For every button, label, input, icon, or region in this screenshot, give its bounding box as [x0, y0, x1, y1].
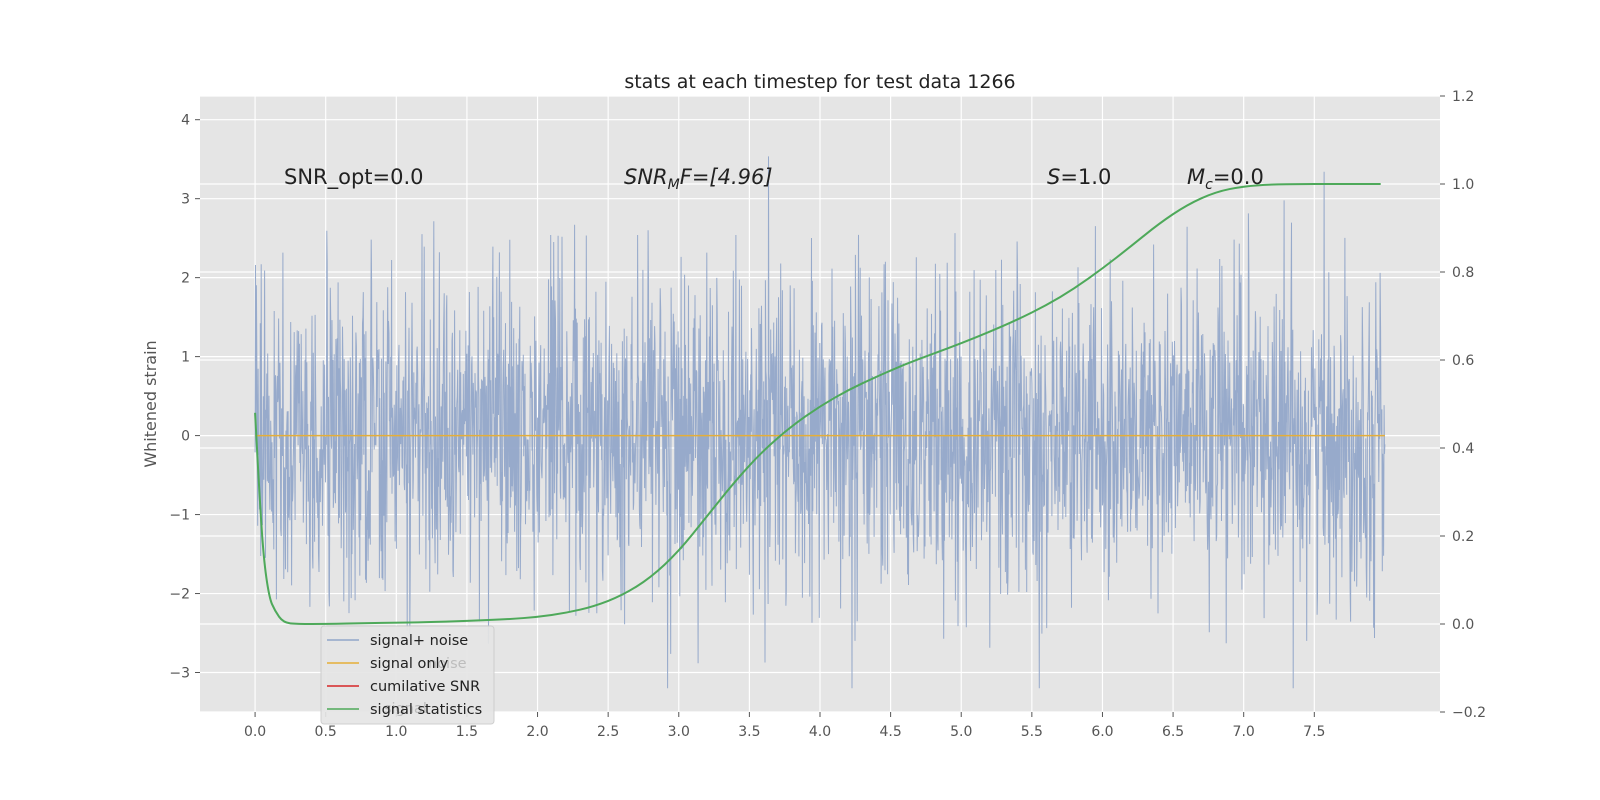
legend: noise signal signal+ noise signal only c…: [320, 625, 495, 725]
x-tick-label: 0.0: [244, 724, 266, 740]
annotation-s-symbol: S: [1047, 165, 1060, 189]
y-tick-label-left: 0: [181, 429, 190, 445]
legend-ghost-noise: noise: [428, 656, 467, 672]
x-tick-label: 3.0: [668, 724, 690, 740]
y-tick-label-left: 4: [181, 113, 190, 129]
y-tick-label-left: −1: [169, 508, 190, 524]
x-tick-label: 4.0: [809, 724, 831, 740]
y-axis-right: −0.2 0.0 0.2 0.4 0.6 0.8 1.0 1.2: [1440, 89, 1486, 721]
series-signal-statistics: [254, 183, 1381, 626]
x-tick-label: 3.5: [738, 724, 760, 740]
y-tick-label-right: 0.2: [1452, 529, 1474, 545]
x-tick-label: 7.5: [1303, 724, 1325, 740]
x-tick-label: 5.0: [950, 724, 972, 740]
annotation-mc-sub: c: [1205, 177, 1213, 193]
y-tick-label-right: 1.2: [1452, 89, 1474, 105]
y-tick-label-right: 0.4: [1452, 441, 1474, 457]
annotation-mc-main: M: [1187, 165, 1205, 189]
legend-label-signal-statistics: signal statistics: [370, 702, 482, 718]
annotation-mc-value: =0.0: [1213, 165, 1264, 189]
x-tick-label: 2.5: [597, 724, 619, 740]
x-tick-label: 2.0: [526, 724, 548, 740]
annotation-snr-opt: SNR_opt=0.0: [284, 165, 424, 190]
signal-statistics-line: [254, 183, 1381, 626]
annotation-snr-mf-rest: F=[4.96]: [680, 165, 773, 189]
x-tick-label: 5.5: [1021, 724, 1043, 740]
y-tick-label-right: −0.2: [1452, 705, 1486, 721]
legend-box: [320, 625, 495, 725]
y-tick-label-right: 0.0: [1452, 617, 1474, 633]
x-tick-label: 1.0: [385, 724, 407, 740]
legend-ghost-signal: signal: [384, 701, 427, 717]
legend-label-signal-noise: signal+ noise: [370, 633, 468, 649]
x-tick-label: 0.5: [315, 724, 337, 740]
y-axis-label: Whitened strain: [141, 340, 160, 467]
annotation-snr-mf-sub: M: [668, 177, 680, 193]
y-tick-label-left: −2: [169, 587, 190, 603]
signal-noise-line: [254, 156, 1386, 689]
legend-label-cumulative-snr: cumilative SNR: [370, 679, 480, 695]
y-tick-label-left: 2: [181, 271, 190, 287]
y-tick-label-right: 0.6: [1452, 353, 1474, 369]
series-signal-noise: [254, 156, 1386, 689]
annotation-s-value: =1.0: [1060, 165, 1111, 189]
y-tick-label-left: −3: [169, 666, 190, 682]
y-tick-label-right: 0.8: [1452, 265, 1474, 281]
annotation-snr-mf-main: SNR: [624, 165, 668, 189]
annotation-s: S=1.0: [1047, 165, 1111, 189]
y-tick-label-left: 3: [181, 192, 190, 208]
x-tick-label: 6.0: [1091, 724, 1113, 740]
legend-label-signal-only: signal only: [370, 656, 449, 672]
y-tick-label-left: 1: [181, 350, 190, 366]
x-tick-label: 4.5: [879, 724, 901, 740]
annotation-mc: Mc=0.0: [1187, 165, 1264, 193]
annotation-snr-mf: SNRMF=[4.96]: [624, 165, 773, 193]
x-tick-label: 6.5: [1162, 724, 1184, 740]
annotations: SNR_opt=0.0 SNRMF=[4.96] S=1.0 Mc=0.0: [284, 165, 1264, 193]
y-axis-left: −3 −2 −1 0 1 2 3 4: [169, 113, 200, 682]
x-tick-label: 1.5: [456, 724, 478, 740]
x-axis: 0.0 0.5 1.0 1.5 2.0 2.5 3.0 3.5 4.0 4.5 5.0 5.5 6.0 6…: [244, 712, 1325, 740]
y-tick-label-right: 1.0: [1452, 177, 1474, 193]
chart-title: stats at each timestep for test data 126…: [624, 71, 1015, 93]
x-tick-label: 7.0: [1233, 724, 1255, 740]
